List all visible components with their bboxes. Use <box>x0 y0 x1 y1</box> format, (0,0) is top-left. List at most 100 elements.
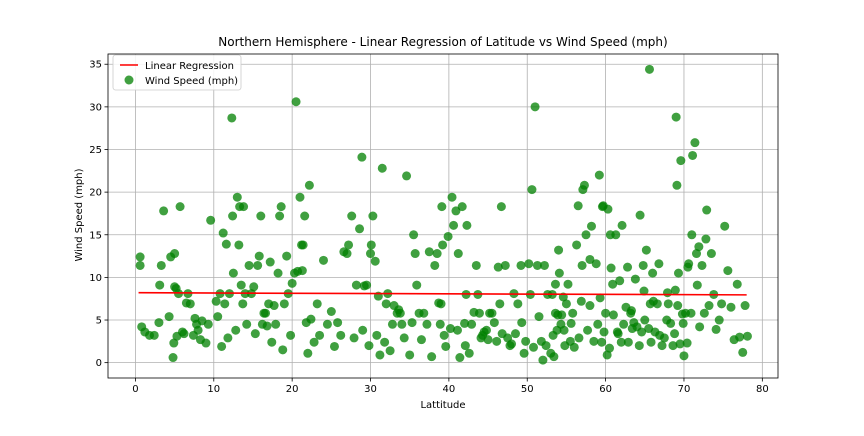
data-point <box>672 180 682 190</box>
data-point <box>597 337 607 347</box>
data-point <box>231 325 241 335</box>
data-point <box>437 202 447 212</box>
data-point <box>221 239 231 249</box>
data-point <box>460 341 470 351</box>
data-point <box>432 249 442 259</box>
data-point <box>362 280 372 290</box>
data-point <box>228 268 238 278</box>
grid <box>108 54 778 378</box>
data-point <box>539 260 549 270</box>
data-point <box>554 268 564 278</box>
data-point <box>517 318 527 328</box>
data-point <box>397 319 407 329</box>
data-point <box>336 330 346 340</box>
data-point <box>185 299 195 309</box>
data-point <box>682 338 692 348</box>
data-point <box>574 333 584 343</box>
data-point <box>333 318 343 328</box>
data-point <box>438 240 448 250</box>
data-point <box>529 342 539 352</box>
data-point <box>548 330 558 340</box>
data-point <box>605 343 615 353</box>
data-point <box>149 330 159 340</box>
data-point <box>720 221 730 231</box>
data-point <box>217 341 227 351</box>
data-point <box>430 260 440 270</box>
data-point <box>342 249 352 259</box>
data-point <box>668 341 678 351</box>
regression-line <box>138 291 747 296</box>
data-point <box>449 220 459 230</box>
data-point <box>410 249 420 259</box>
data-point <box>452 325 462 335</box>
data-point <box>670 285 680 295</box>
data-point <box>262 321 272 331</box>
data-point <box>559 325 569 335</box>
data-point <box>481 325 491 335</box>
data-point <box>457 202 467 212</box>
data-point <box>218 228 228 238</box>
data-point <box>275 211 285 221</box>
data-point <box>407 318 417 328</box>
data-point <box>405 350 415 360</box>
data-point <box>601 308 611 318</box>
data-point <box>549 352 559 362</box>
data-point <box>213 312 223 322</box>
x-tick-label: 0 <box>132 384 138 395</box>
data-point <box>706 249 716 259</box>
data-point <box>372 330 382 340</box>
x-tick-label: 10 <box>207 384 220 395</box>
data-point <box>297 266 307 276</box>
data-point <box>460 318 470 328</box>
x-axis-label: Lattitude <box>420 400 465 411</box>
legend: Linear Regression Wind Speed (mph) <box>112 54 242 91</box>
data-point <box>439 330 449 340</box>
data-point <box>711 324 721 334</box>
x-tick-label: 20 <box>286 384 299 395</box>
data-point <box>220 299 230 309</box>
data-point <box>487 308 497 318</box>
data-point <box>244 260 254 270</box>
data-point <box>366 240 376 250</box>
data-point <box>648 296 658 306</box>
data-point <box>732 279 742 289</box>
data-point <box>619 319 629 329</box>
data-point <box>639 286 649 296</box>
data-point <box>678 318 688 328</box>
data-point <box>358 325 368 335</box>
data-point <box>412 280 422 290</box>
data-point <box>436 299 446 309</box>
data-point <box>616 337 626 347</box>
data-point <box>585 301 595 311</box>
data-point <box>399 333 409 343</box>
data-point <box>249 282 259 292</box>
data-point <box>606 263 616 273</box>
data-point <box>155 280 165 290</box>
data-point <box>261 308 271 318</box>
x-tick-label: 80 <box>756 384 769 395</box>
data-point <box>623 337 633 347</box>
data-point <box>380 337 390 347</box>
x-axis-ticks: 0 10 20 30 40 50 60 70 80 <box>132 378 769 395</box>
data-point <box>254 251 264 261</box>
data-point <box>170 249 180 259</box>
data-point <box>242 319 252 329</box>
data-point <box>704 301 714 311</box>
data-point <box>623 262 633 272</box>
data-point <box>377 163 387 173</box>
data-point <box>697 260 707 270</box>
data-point <box>577 260 587 270</box>
data-point <box>203 319 213 329</box>
data-point <box>742 331 752 341</box>
data-point <box>291 97 301 107</box>
data-point <box>269 301 279 311</box>
data-point <box>306 314 316 324</box>
data-point <box>462 220 472 230</box>
y-axis-ticks: 0 5 10 15 20 25 30 35 <box>89 60 108 369</box>
data-point <box>492 336 502 346</box>
data-point <box>554 245 564 255</box>
data-point <box>605 230 615 240</box>
data-point <box>675 339 685 349</box>
data-point <box>154 318 164 328</box>
data-point <box>304 180 314 190</box>
